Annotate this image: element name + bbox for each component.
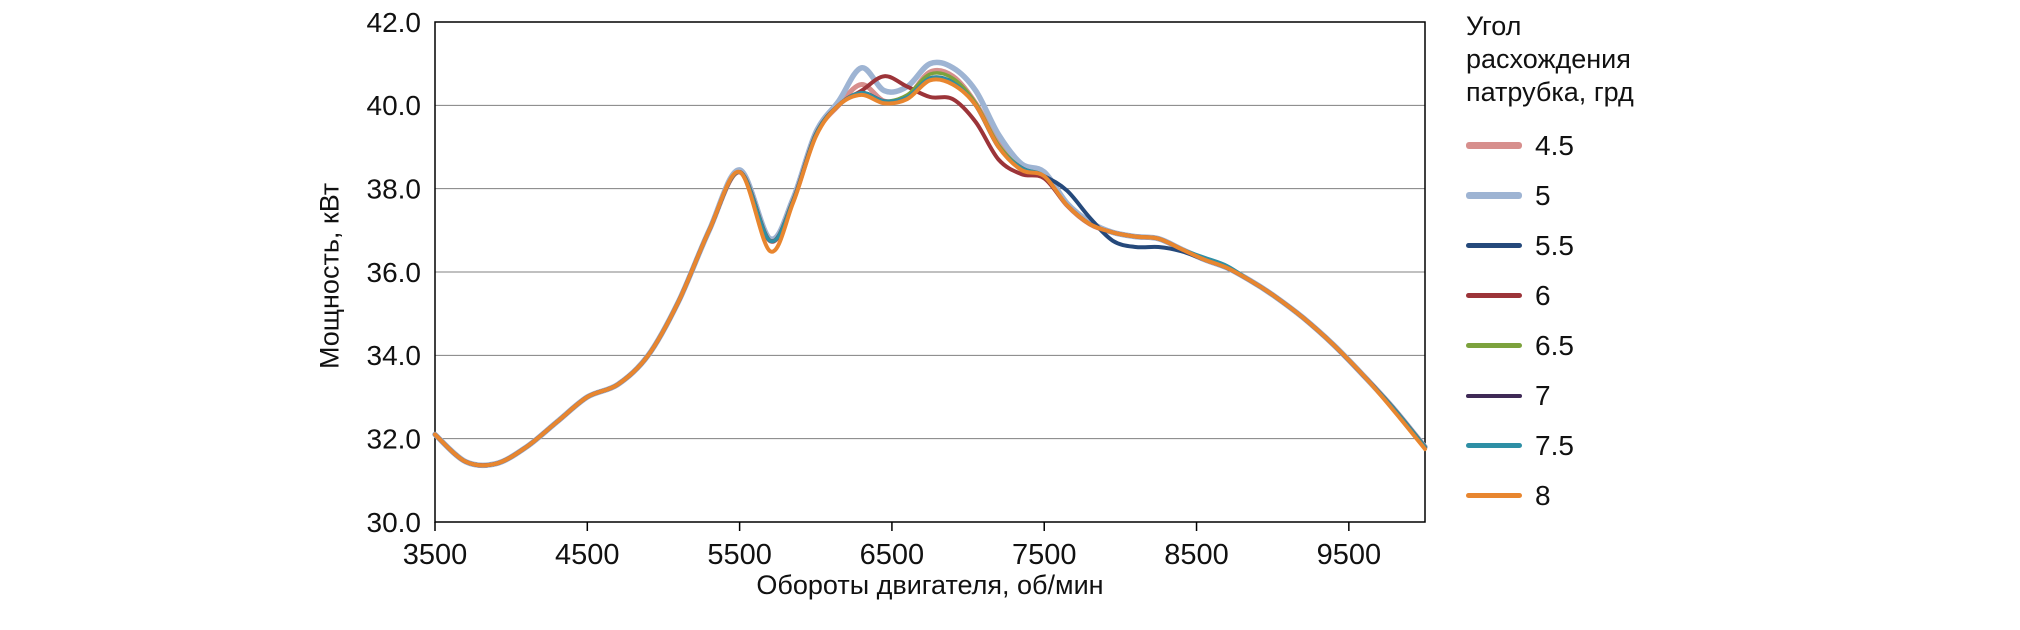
- plot-border: [434, 21, 1426, 523]
- legend-title-line-2: расхождения: [1466, 43, 1631, 74]
- series-line-8: [433, 77, 1427, 468]
- legend-entry: 6.5: [1466, 321, 1710, 371]
- x-axis-title: Обороты двигателя, об/мин: [756, 570, 1104, 600]
- legend-entry: 7: [1466, 371, 1710, 421]
- x-tick-label: 3500: [403, 539, 468, 568]
- x-tick-label: 7500: [1012, 539, 1077, 568]
- legend-entry: 4.5: [1466, 121, 1710, 171]
- legend-line-swatch: [1466, 293, 1522, 299]
- series-line-5.5: [433, 75, 1427, 468]
- series-line-7: [433, 75, 1427, 467]
- legend-entry-label: 8: [1535, 479, 1551, 511]
- legend-line-swatch: [1466, 393, 1522, 398]
- plot-column: 30.0 32.0 34.0 36.0 38.0 40.0 42.0 3500 4500 5500…: [350, 6, 1440, 601]
- y-tick-label: 38.0: [367, 173, 422, 204]
- legend-title-line-3: патрубка, грд: [1466, 76, 1634, 107]
- legend-line-swatch: [1466, 343, 1522, 349]
- legend-line-swatch: [1466, 142, 1522, 150]
- y-tick-label: 34.0: [367, 340, 422, 371]
- legend-entry: 7.5: [1466, 421, 1710, 471]
- legend-entry-label: 7: [1535, 379, 1551, 411]
- legend-entry: 5.5: [1466, 221, 1710, 271]
- y-axis-title: Мощность, кВт: [314, 182, 345, 370]
- chart-figure: Мощность, кВт 30.0 32.0 34.0 36.0 38.0 40.0 42…: [310, 0, 1710, 601]
- legend-line-swatch: [1466, 243, 1522, 249]
- y-tick-label: 40.0: [367, 90, 422, 121]
- series-line-7.5: [433, 75, 1427, 468]
- legend-title: Угол расхождения патрубка, грд: [1466, 10, 1710, 109]
- y-tick-label: 32.0: [367, 423, 422, 454]
- x-tick-label: 4500: [555, 539, 620, 568]
- legend-entry-label: 6.5: [1535, 329, 1574, 361]
- legend-entry-label: 5.5: [1535, 229, 1574, 261]
- x-tick-label: 5500: [707, 539, 772, 568]
- legend-entry-label: 5: [1535, 179, 1551, 211]
- legend-line-swatch: [1466, 192, 1522, 200]
- legend-entry-label: 6: [1535, 279, 1551, 311]
- y-tick-label: 36.0: [367, 257, 422, 288]
- x-tick-label: 9500: [1317, 539, 1382, 568]
- x-tick-label: 8500: [1164, 539, 1229, 568]
- legend: Угол расхождения патрубка, грд 4.5 5 5.5 6 6…: [1466, 6, 1710, 521]
- series-line-6.5: [433, 71, 1427, 468]
- legend-line-swatch: [1466, 443, 1522, 449]
- plot-area: 30.0 32.0 34.0 36.0 38.0 40.0 42.0 3500 4500 5500…: [367, 7, 1428, 568]
- legend-title-line-1: Угол: [1466, 11, 1522, 41]
- x-tick-label: 6500: [860, 539, 925, 568]
- legend-entries: 4.5 5 5.5 6 6.5 7 7.5 8: [1466, 121, 1710, 521]
- legend-entry-label: 4.5: [1535, 129, 1574, 161]
- series-line-5: [432, 59, 1428, 469]
- y-tick-label: 30.0: [367, 507, 422, 538]
- series-line-4.5: [432, 67, 1428, 468]
- y-tick-label: 42.0: [367, 7, 422, 38]
- legend-entry-label: 7.5: [1535, 429, 1574, 461]
- legend-entry: 5: [1466, 171, 1710, 221]
- series-line-6: [433, 74, 1427, 468]
- legend-entry: 6: [1466, 271, 1710, 321]
- legend-line-swatch: [1466, 493, 1522, 499]
- legend-entry: 8: [1466, 471, 1710, 521]
